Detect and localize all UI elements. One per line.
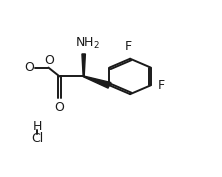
Text: Cl: Cl xyxy=(31,132,43,145)
Polygon shape xyxy=(82,54,85,76)
Text: NH$_2$: NH$_2$ xyxy=(75,35,100,51)
Text: O: O xyxy=(24,61,34,74)
Polygon shape xyxy=(83,76,111,88)
Text: F: F xyxy=(125,40,132,53)
Text: O: O xyxy=(44,54,54,67)
Text: F: F xyxy=(158,79,165,92)
Text: O: O xyxy=(55,101,65,114)
Text: H: H xyxy=(33,120,42,133)
